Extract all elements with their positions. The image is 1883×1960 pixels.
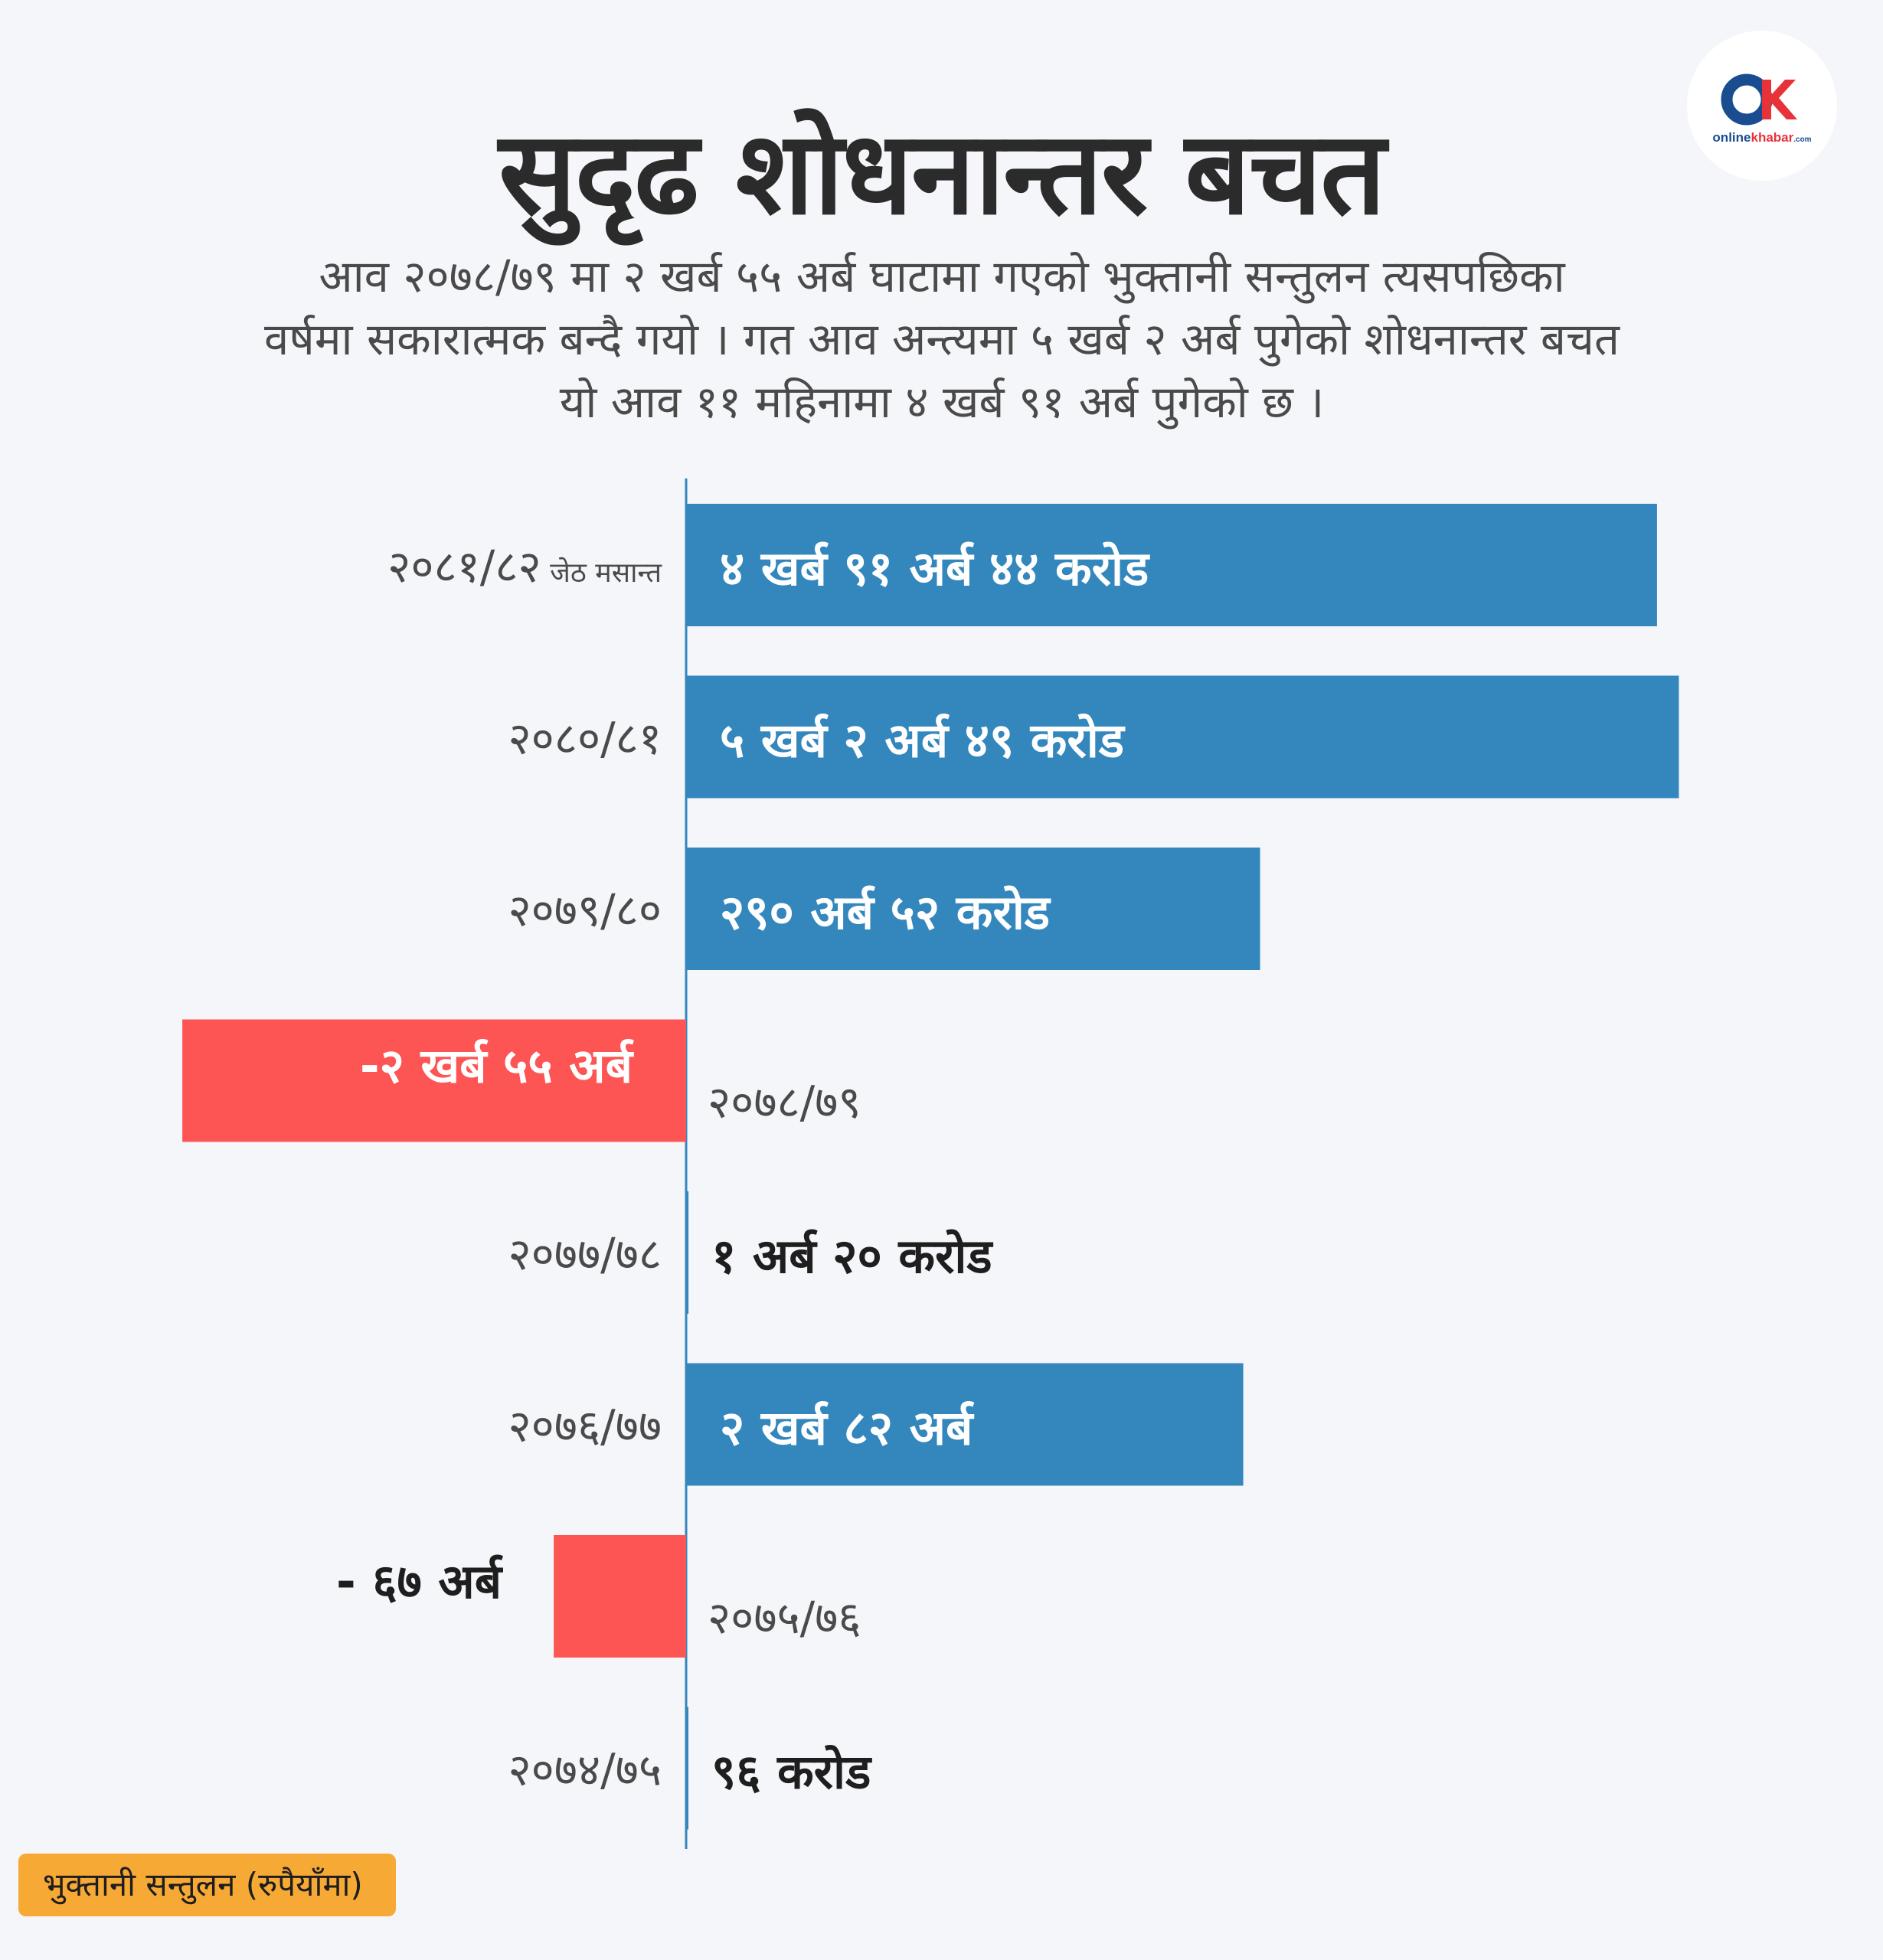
category-label-7: २०७५/७६ — [708, 1592, 861, 1644]
logo-word-online: online — [1712, 130, 1751, 145]
bar-7 — [554, 1535, 686, 1658]
chart-title: सुदृढ शोधनान्तर बचत — [499, 107, 1386, 240]
value-label-4: -२ खर्ब ५५ अर्ब — [360, 1038, 635, 1094]
value-label-3: २९० अर्ब ५२ करोड — [720, 884, 1051, 940]
logo-wordmark: onlinekhabar.com — [1687, 130, 1837, 145]
value-label-6: २ खर्ब ८२ अर्ब — [720, 1400, 975, 1456]
category-label-2: २०८०/८१ — [508, 713, 662, 765]
subtitle-line-3: यो आव ११ महिनामा ४ खर्ब ९१ अर्ब पुगेको छ… — [559, 376, 1325, 428]
category-main-2: २०८०/८१ — [508, 713, 662, 765]
category-main-3: २०७९/८० — [508, 884, 662, 936]
unit-note: भुक्तानी सन्तुलन (रुपैयाँमा) — [18, 1854, 396, 1916]
category-main-8: २०७४/७५ — [508, 1744, 662, 1796]
category-label-3: २०७९/८० — [508, 884, 662, 936]
category-main-1: २०८१/८२ — [387, 541, 541, 593]
bar-6 — [686, 1363, 1244, 1486]
bar-8 — [686, 1707, 688, 1830]
chart-subtitle: आव २०७८/७९ मा २ खर्ब ५५ अर्ब घाटामा गएको… — [176, 245, 1708, 433]
value-label-7: - ६७ अर्ब — [336, 1553, 504, 1609]
value-label-5: १ अर्ब २० करोड — [711, 1228, 993, 1284]
category-label-5: २०७७/७८ — [508, 1228, 662, 1280]
category-label-6: २०७६/७७ — [508, 1400, 662, 1452]
category-label-4: २०७८/७९ — [708, 1076, 861, 1129]
bar-1 — [686, 504, 1657, 626]
category-label-1: २०८१/८२ जेठ मसान्त — [387, 541, 662, 593]
subtitle-line-2: वर्षमा सकारात्मक बन्दै गयो । गत आव अन्त्… — [264, 313, 1620, 365]
category-label-8: २०७४/७५ — [508, 1744, 662, 1796]
category-main-5: २०७७/७८ — [508, 1228, 662, 1280]
onlinekhabar-logo: onlinekhabar.com — [1687, 31, 1837, 181]
subtitle-line-1: आव २०७८/७९ मा २ खर्ब ५५ अर्ब घाटामा गएको… — [319, 250, 1565, 302]
bar-2 — [686, 675, 1679, 799]
value-label-1: ४ खर्ब ९१ अर्ब ४४ करोड — [720, 541, 1150, 596]
value-label-2: ५ खर्ब २ अर्ब ४९ करोड — [720, 713, 1126, 769]
value-label-8: ९६ करोड — [711, 1744, 872, 1800]
logo-word-khabar: khabar — [1751, 130, 1794, 145]
logo-mark-icon — [1721, 74, 1797, 126]
logo-suffix: .com — [1793, 136, 1812, 144]
category-main-6: २०७६/७७ — [508, 1400, 662, 1452]
bar-5 — [686, 1191, 689, 1314]
bar-3 — [686, 848, 1260, 970]
category-sub-1: जेठ मसान्त — [541, 557, 663, 589]
bar-4 — [182, 1019, 687, 1142]
